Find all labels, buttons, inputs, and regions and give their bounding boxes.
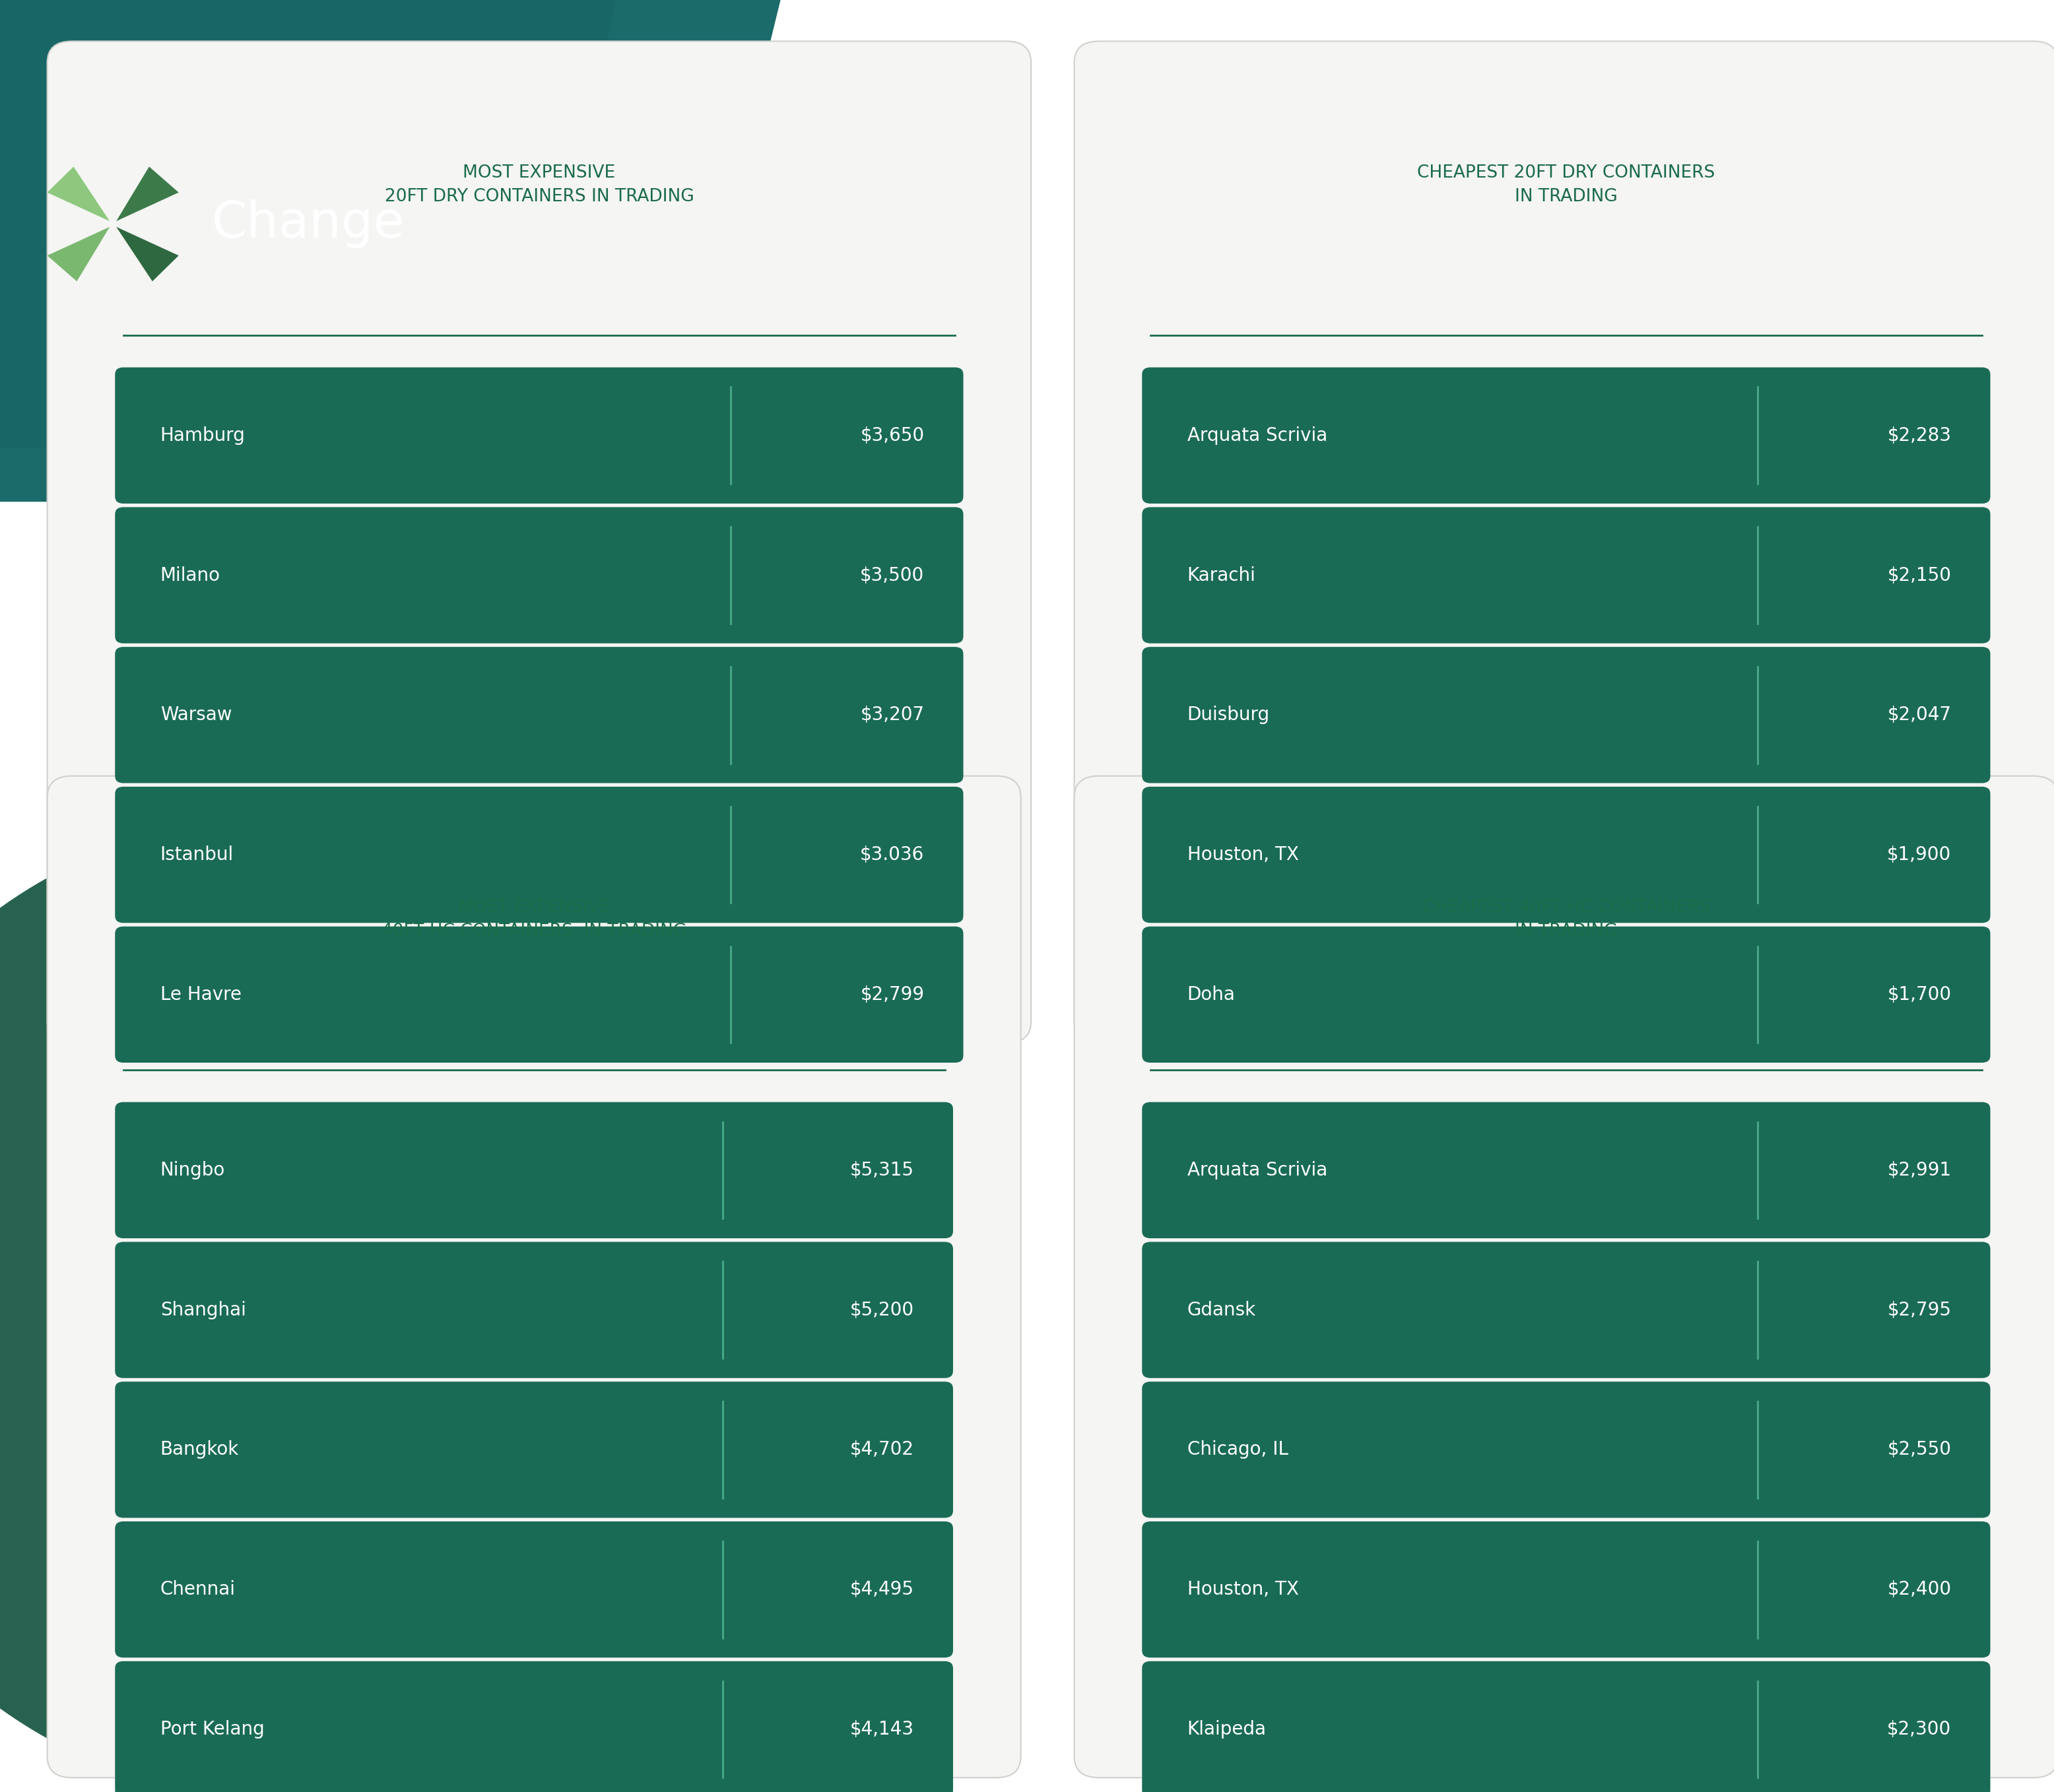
Text: $2,300: $2,300 xyxy=(1888,1720,1951,1738)
FancyBboxPatch shape xyxy=(1074,41,2054,1043)
Text: MOST EXPENSIVE
40FT HC CONTAINERS  IN TRADING: MOST EXPENSIVE 40FT HC CONTAINERS IN TRA… xyxy=(382,900,686,939)
FancyBboxPatch shape xyxy=(115,1102,953,1238)
Text: $5,200: $5,200 xyxy=(850,1301,914,1319)
Text: Le Havre: Le Havre xyxy=(160,986,242,1004)
Text: Change: Change xyxy=(212,199,405,249)
Text: Shanghai: Shanghai xyxy=(160,1301,246,1319)
Text: Arquata Scrivia: Arquata Scrivia xyxy=(1187,426,1327,444)
Text: Houston, TX: Houston, TX xyxy=(1187,1581,1298,1598)
FancyBboxPatch shape xyxy=(115,1242,953,1378)
Polygon shape xyxy=(117,228,179,281)
Text: $4,143: $4,143 xyxy=(850,1720,914,1738)
Text: CHEAPEST 20FT DRY CONTAINERS
IN TRADING: CHEAPEST 20FT DRY CONTAINERS IN TRADING xyxy=(1417,165,1715,204)
Text: $2,991: $2,991 xyxy=(1888,1161,1951,1179)
Text: Duisburg: Duisburg xyxy=(1187,706,1269,724)
FancyBboxPatch shape xyxy=(115,647,963,783)
Text: $3,500: $3,500 xyxy=(861,566,924,584)
Text: Hamburg: Hamburg xyxy=(160,426,244,444)
FancyBboxPatch shape xyxy=(115,507,963,643)
Polygon shape xyxy=(117,167,179,220)
FancyBboxPatch shape xyxy=(115,1382,953,1518)
Text: Bangkok: Bangkok xyxy=(160,1441,238,1459)
Text: Warsaw: Warsaw xyxy=(160,706,232,724)
Text: $1,900: $1,900 xyxy=(1888,846,1951,864)
FancyBboxPatch shape xyxy=(115,1661,953,1792)
FancyBboxPatch shape xyxy=(1142,507,1990,643)
Text: $2,150: $2,150 xyxy=(1888,566,1951,584)
Text: Klaipeda: Klaipeda xyxy=(1187,1720,1267,1738)
Text: $4,702: $4,702 xyxy=(850,1441,914,1459)
Text: $2,550: $2,550 xyxy=(1888,1441,1951,1459)
Text: $2,799: $2,799 xyxy=(861,986,924,1004)
Text: $2,795: $2,795 xyxy=(1888,1301,1951,1319)
Text: $3.036: $3.036 xyxy=(861,846,924,864)
Polygon shape xyxy=(47,167,109,220)
FancyBboxPatch shape xyxy=(1142,1242,1990,1378)
FancyBboxPatch shape xyxy=(1142,926,1990,1063)
Text: Chennai: Chennai xyxy=(160,1581,236,1598)
Ellipse shape xyxy=(0,815,781,1792)
Text: MOST EXPENSIVE
20FT DRY CONTAINERS IN TRADING: MOST EXPENSIVE 20FT DRY CONTAINERS IN TR… xyxy=(384,165,694,204)
Text: Doha: Doha xyxy=(1187,986,1234,1004)
Text: Istanbul: Istanbul xyxy=(160,846,234,864)
Text: $5,315: $5,315 xyxy=(850,1161,914,1179)
Text: $1,700: $1,700 xyxy=(1888,986,1951,1004)
Text: Arquata Scrivia: Arquata Scrivia xyxy=(1187,1161,1327,1179)
Text: $3,650: $3,650 xyxy=(861,426,924,444)
FancyBboxPatch shape xyxy=(115,1521,953,1658)
FancyBboxPatch shape xyxy=(47,41,1031,1043)
Text: Port Kelang: Port Kelang xyxy=(160,1720,265,1738)
Text: Houston, TX: Houston, TX xyxy=(1187,846,1298,864)
FancyBboxPatch shape xyxy=(1142,1521,1990,1658)
FancyBboxPatch shape xyxy=(115,926,963,1063)
Text: $2,400: $2,400 xyxy=(1888,1581,1951,1598)
FancyBboxPatch shape xyxy=(1142,647,1990,783)
Polygon shape xyxy=(0,0,781,502)
Text: $4,495: $4,495 xyxy=(850,1581,914,1598)
FancyBboxPatch shape xyxy=(1142,367,1990,504)
Text: $2,047: $2,047 xyxy=(1888,706,1951,724)
Text: Chicago, IL: Chicago, IL xyxy=(1187,1441,1288,1459)
FancyBboxPatch shape xyxy=(1142,1382,1990,1518)
FancyBboxPatch shape xyxy=(1142,1661,1990,1792)
FancyBboxPatch shape xyxy=(1142,1102,1990,1238)
Text: Milano: Milano xyxy=(160,566,220,584)
Polygon shape xyxy=(47,228,109,281)
FancyBboxPatch shape xyxy=(115,367,963,504)
Polygon shape xyxy=(0,0,616,448)
FancyBboxPatch shape xyxy=(1142,787,1990,923)
FancyBboxPatch shape xyxy=(115,787,963,923)
Text: $2,283: $2,283 xyxy=(1888,426,1951,444)
FancyBboxPatch shape xyxy=(47,776,1021,1778)
Text: Karachi: Karachi xyxy=(1187,566,1255,584)
Text: Ningbo: Ningbo xyxy=(160,1161,226,1179)
Text: CHEAPEST 40FT HC CONTAINERS
IN TRADING: CHEAPEST 40FT HC CONTAINERS IN TRADING xyxy=(1421,900,1711,939)
FancyBboxPatch shape xyxy=(1074,776,2054,1778)
Text: Gdansk: Gdansk xyxy=(1187,1301,1255,1319)
Text: $3,207: $3,207 xyxy=(861,706,924,724)
